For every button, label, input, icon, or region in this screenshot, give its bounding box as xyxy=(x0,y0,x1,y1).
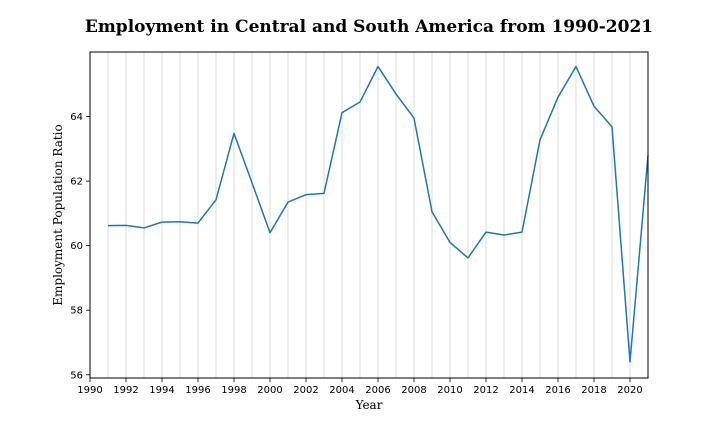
y-axis-label: Employment Population Ratio xyxy=(51,124,65,306)
plot-frame xyxy=(89,51,649,379)
y-tick-label-58: 58 xyxy=(70,306,83,317)
x-tick-label-2000: 2000 xyxy=(257,385,282,396)
x-tick-label-2006: 2006 xyxy=(365,385,390,396)
x-tick-label-2008: 2008 xyxy=(401,385,426,396)
x-tick-label-2004: 2004 xyxy=(329,385,354,396)
chart-title: Employment in Central and South America … xyxy=(85,17,653,37)
x-tick-label-2020: 2020 xyxy=(617,385,642,396)
x-tick-label-2016: 2016 xyxy=(545,385,570,396)
y-tick-label-64: 64 xyxy=(70,112,83,123)
y-tick-label-62: 62 xyxy=(70,177,83,188)
axis-ticks: 1990 1992 1994 1996 1998 2000 2002 2004 2006 2008… xyxy=(70,112,642,396)
vertical-gridlines xyxy=(107,52,631,378)
x-tick-label-2018: 2018 xyxy=(581,385,606,396)
y-tick-label-56: 56 xyxy=(70,370,83,381)
y-tick-label-60: 60 xyxy=(70,241,83,252)
x-axis-label: Year xyxy=(355,398,383,412)
x-tick-label-1992: 1992 xyxy=(113,385,138,396)
x-tick-label-1994: 1994 xyxy=(149,385,174,396)
plot-line-layer xyxy=(107,65,649,363)
series-line xyxy=(107,65,649,363)
x-tick-label-2012: 2012 xyxy=(473,385,498,396)
x-tick-label-2002: 2002 xyxy=(293,385,318,396)
x-tick-label-1998: 1998 xyxy=(221,385,246,396)
x-tick-label-2010: 2010 xyxy=(437,385,462,396)
x-tick-label-1996: 1996 xyxy=(185,385,210,396)
x-tick-label-1990: 1990 xyxy=(77,385,102,396)
x-tick-label-2014: 2014 xyxy=(509,385,534,396)
